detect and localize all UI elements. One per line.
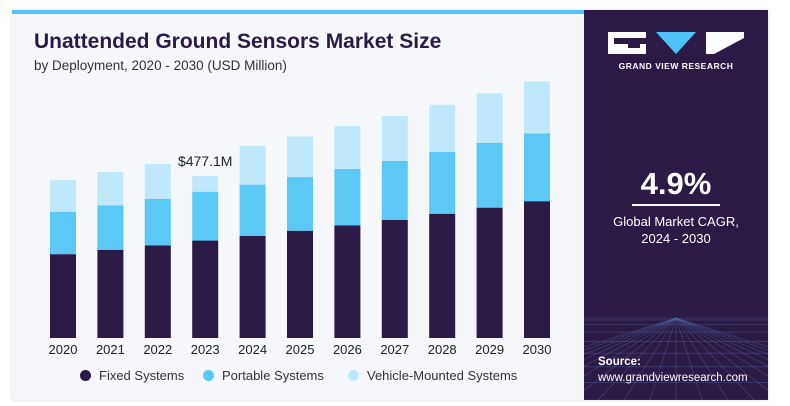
bar-fixed-systems-2026 [334, 225, 361, 338]
chart-legend: Fixed Systems Portable Systems Vehicle-M… [12, 368, 584, 388]
bar-portable-systems-2028 [429, 151, 456, 214]
bar-portable-systems-2021 [97, 205, 124, 250]
grid-line-vertical [675, 317, 768, 351]
x-tick-label-2027: 2027 [380, 342, 409, 357]
bar-vehicle-mounted-systems-2026 [334, 126, 361, 169]
bar-fixed-systems-2028 [429, 213, 456, 338]
bar-portable-systems-2027 [381, 160, 408, 220]
x-tick-label-2021: 2021 [96, 342, 125, 357]
x-tick-label-2024: 2024 [238, 342, 267, 357]
bar-vehicle-mounted-systems-2023 [192, 176, 219, 192]
bar-vehicle-mounted-systems-2027 [381, 115, 408, 161]
bar-portable-systems-2030 [524, 133, 550, 202]
grid-line-vertical [649, 317, 677, 400]
x-tick-label-2020: 2020 [49, 342, 78, 357]
legend-label-fixed-systems: Fixed Systems [99, 368, 185, 383]
legend-swatch-fixed-systems [80, 370, 91, 381]
cagr-label-line-2: 2024 - 2030 [641, 231, 711, 246]
x-tick-label-2026: 2026 [333, 342, 362, 357]
cagr-label: Global Market CAGR, 2024 - 2030 [584, 213, 768, 247]
grid-line-vertical [675, 317, 768, 355]
legend-label-vehicle-mounted-systems: Vehicle-Mounted Systems [367, 368, 518, 383]
data-label-annotation: $477.1M [178, 153, 232, 169]
grid-line-vertical [597, 317, 677, 400]
bar-vehicle-mounted-systems-2028 [429, 104, 456, 152]
cagr-label-line-1: Global Market CAGR, [613, 214, 739, 229]
bar-portable-systems-2025 [287, 177, 313, 231]
grid-line-vertical [584, 317, 677, 367]
x-tick-label-2029: 2029 [475, 342, 504, 357]
bar-fixed-systems-2022 [144, 245, 171, 338]
x-tick-label-2030: 2030 [523, 342, 552, 357]
grid-line-vertical [584, 317, 677, 360]
grid-line-vertical [623, 317, 677, 400]
legend-swatch-portable-systems [203, 370, 214, 381]
grid-line-vertical [675, 317, 768, 348]
grid-line-vertical [584, 317, 677, 351]
bar-vehicle-mounted-systems-2022 [144, 163, 171, 199]
grid-line-vertical [675, 317, 768, 377]
decorative-grid [584, 317, 768, 400]
bar-portable-systems-2024 [239, 184, 266, 236]
side-panel: GRAND VIEW RESEARCH 4.9% Global Market C… [584, 10, 768, 400]
bar-fixed-systems-2030 [524, 201, 550, 338]
bar-fixed-systems-2021 [97, 249, 124, 338]
bar-fixed-systems-2025 [287, 230, 313, 338]
chart-subtitle: by Deployment, 2020 - 2030 (USD Million) [34, 58, 287, 73]
grid-line-vertical [584, 317, 677, 355]
legend-label-portable-systems: Portable Systems [222, 368, 324, 383]
grid-line-vertical [584, 317, 677, 377]
bar-vehicle-mounted-systems-2025 [287, 136, 313, 178]
bar-portable-systems-2020 [50, 211, 76, 255]
x-tick-label-2028: 2028 [428, 342, 457, 357]
chart-title: Unattended Ground Sensors Market Size [34, 30, 442, 53]
bar-portable-systems-2023 [192, 191, 219, 241]
bar-fixed-systems-2020 [50, 254, 76, 338]
bar-vehicle-mounted-systems-2029 [476, 93, 503, 143]
grid-line-vertical [584, 317, 677, 348]
bar-vehicle-mounted-systems-2021 [97, 171, 124, 206]
source-label: Source: [598, 356, 641, 368]
bar-portable-systems-2022 [144, 198, 171, 246]
source-link[interactable]: www.grandviewresearch.com [598, 372, 748, 384]
legend-item-portable-systems: Portable Systems [203, 368, 324, 383]
legend-swatch-vehicle-mounted-systems [348, 370, 359, 381]
grid-line-vertical [584, 317, 677, 391]
bar-portable-systems-2026 [334, 168, 361, 226]
grid-line-vertical [675, 317, 768, 391]
brand-name: GRAND VIEW RESEARCH [618, 61, 734, 71]
bar-fixed-systems-2027 [381, 219, 408, 338]
bar-vehicle-mounted-systems-2030 [524, 81, 550, 134]
x-tick-label-2022: 2022 [143, 342, 172, 357]
bar-fixed-systems-2029 [476, 207, 503, 338]
grid-line-vertical [675, 317, 729, 400]
chart-card: 2020 2021 2022 2023 $477.1M 2024 2025 2026 2027 2… [12, 10, 768, 400]
grid-line-vertical [675, 317, 755, 400]
legend-item-vehicle-mounted-systems: Vehicle-Mounted Systems [348, 368, 517, 383]
stacked-bar-chart: 2020 2021 2022 2023 $477.1M 2024 2025 2026 2027 2… [49, 81, 552, 357]
bar-portable-systems-2029 [476, 142, 503, 208]
grid-line-vertical [675, 317, 768, 360]
cagr-value: 4.9% [640, 166, 712, 201]
grid-line-vertical [675, 317, 768, 367]
bar-fixed-systems-2024 [239, 235, 266, 338]
legend-item-fixed-systems: Fixed Systems [80, 368, 184, 383]
bar-fixed-systems-2023 [192, 240, 219, 338]
grand-view-research-logo-icon [608, 32, 744, 54]
bar-vehicle-mounted-systems-2020 [50, 179, 76, 212]
x-tick-label-2025: 2025 [286, 342, 315, 357]
bar-vehicle-mounted-systems-2024 [239, 145, 266, 185]
grid-line-vertical [675, 317, 703, 400]
x-tick-label-2023: 2023 [191, 342, 220, 357]
top-accent-bar [12, 10, 584, 14]
cagr-divider [632, 204, 720, 206]
